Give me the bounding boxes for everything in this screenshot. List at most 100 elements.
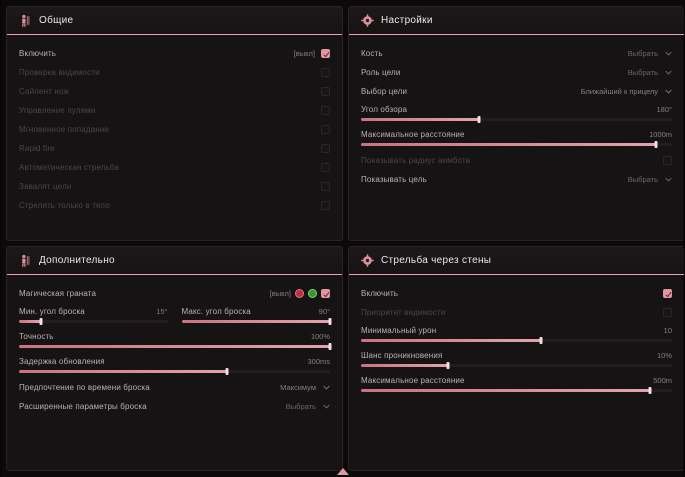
row-label: Минимальный урон — [361, 326, 437, 335]
row-visibility-check[interactable]: Проверка видимости — [19, 63, 330, 82]
select-target-role[interactable]: Выбрать — [628, 68, 672, 77]
select-target-selection[interactable]: Ближайший к прицелу — [581, 87, 672, 96]
row-label: Завалят цели — [19, 182, 72, 191]
row-value: 180° — [656, 105, 672, 114]
status-badge-green[interactable] — [308, 289, 317, 298]
slider-knob[interactable] — [39, 318, 43, 325]
slider-track[interactable] — [19, 343, 332, 350]
status-badge-red[interactable] — [295, 289, 304, 298]
row-auto-shoot[interactable]: Автоматическая стрельба — [19, 158, 330, 177]
slider-knob[interactable] — [539, 337, 543, 344]
panel-settings-title: Настройки — [381, 15, 433, 26]
select-show-target[interactable]: Выбрать — [628, 175, 672, 184]
slider-knob[interactable] — [477, 116, 481, 123]
panel-settings-body: Кость Выбрать Роль цели Выбрать Выбор це… — [349, 35, 684, 240]
panel-settings-header: Настройки — [349, 7, 684, 35]
slider-track[interactable] — [19, 368, 330, 375]
slider-fov[interactable]: Угол обзора 180° — [361, 101, 672, 126]
select-throw-time-preference[interactable]: Максимум — [280, 383, 330, 392]
slider-max-throw-angle[interactable]: Макс. угол броска 90° — [181, 307, 332, 325]
slider-update-delay[interactable]: Задержка обновления 300ms — [19, 353, 330, 378]
slider-wallbang-max-distance[interactable]: Максимальное расстояние 500m — [361, 372, 672, 397]
slider-fill — [19, 345, 330, 348]
row-visibility-priority[interactable]: Приоритет видимости — [361, 303, 672, 322]
slider-track[interactable] — [361, 141, 672, 148]
checkbox-visibility-priority[interactable] — [663, 308, 672, 317]
row-label: Мин. угол броска — [19, 307, 85, 316]
row-advanced-throw-params[interactable]: Расширенные параметры броска Выбрать — [19, 397, 330, 416]
checkbox-instant-hit[interactable] — [321, 125, 330, 134]
panel-advanced-spacer — [19, 416, 330, 462]
row-drop-targets[interactable]: Завалят цели — [19, 177, 330, 196]
checkbox-drop-targets[interactable] — [321, 182, 330, 191]
slider-max-distance[interactable]: Максимальное расстояние 1000m — [361, 126, 672, 151]
row-label: Магическая граната — [19, 289, 97, 298]
slider-knob[interactable] — [648, 387, 652, 394]
chevron-down-icon — [323, 385, 330, 390]
slider-track[interactable] — [361, 337, 672, 344]
panel-general-body: Включить [выкл] Проверка видимости Сайле… — [7, 35, 342, 240]
checkbox-wallbang-enable[interactable] — [663, 289, 672, 298]
row-label: Точность — [19, 332, 54, 341]
row-label: Проверка видимости — [19, 68, 100, 77]
row-target-selection[interactable]: Выбор цели Ближайший к прицелу — [361, 82, 672, 101]
slider-fill — [19, 320, 42, 323]
slider-min-throw-angle[interactable]: Мин. угол броска 15° — [19, 307, 168, 325]
chevron-down-icon — [665, 51, 672, 56]
aimbot-figure-icon — [22, 14, 30, 27]
checkbox-enable[interactable] — [321, 49, 330, 58]
panel-general-spacer — [19, 215, 330, 232]
slider-track[interactable] — [361, 116, 672, 123]
row-label: Показывать радиус аимбота — [361, 156, 471, 165]
slider-track[interactable] — [361, 387, 672, 394]
slider-knob[interactable] — [654, 141, 658, 148]
slider-penetration-chance[interactable]: Шанс проникновения 10% — [361, 347, 672, 372]
row-instant-hit[interactable]: Мгновенное попадание — [19, 120, 330, 139]
checkbox-magic-grenade[interactable] — [321, 289, 330, 298]
slider-track[interactable] — [181, 318, 332, 325]
select-value: Выбрать — [627, 68, 658, 77]
collapse-arrow-icon[interactable] — [336, 468, 349, 475]
slider-track[interactable] — [361, 362, 672, 369]
slider-track[interactable] — [19, 318, 168, 325]
row-bone[interactable]: Кость Выбрать — [361, 44, 672, 63]
slider-knob[interactable] — [328, 343, 332, 350]
row-show-target[interactable]: Показывать цель Выбрать — [361, 170, 672, 189]
row-show-fov-radius[interactable]: Показывать радиус аимбота — [361, 151, 672, 170]
slider-min-damage[interactable]: Минимальный урон 10 — [361, 322, 672, 347]
checkbox-bullet-control[interactable] — [321, 106, 330, 115]
row-target-role[interactable]: Роль цели Выбрать — [361, 63, 672, 82]
checkbox-body-only[interactable] — [321, 201, 330, 210]
row-label: Расширенные параметры броска — [19, 402, 147, 411]
row-label: Сайлент нож — [19, 87, 69, 96]
row-wallbang-enable[interactable]: Включить — [361, 284, 672, 303]
panel-general: Общие Включить [выкл] Проверка видимости… — [6, 6, 343, 241]
row-silent-knife[interactable]: Сайлент нож — [19, 82, 330, 101]
slider-knob[interactable] — [446, 362, 450, 369]
slider-accuracy[interactable]: Точность 100% — [19, 328, 332, 353]
slider-knob[interactable] — [225, 368, 229, 375]
panel-advanced-body: Магическая граната [выкл] Мин. угол брос… — [7, 275, 342, 470]
select-bone[interactable]: Выбрать — [628, 49, 672, 58]
row-throw-time-preference[interactable]: Предпочтение по времени броска Максимум — [19, 378, 330, 397]
row-magic-grenade[interactable]: Магическая граната [выкл] — [19, 284, 330, 303]
row-label: Автоматическая стрельба — [19, 163, 120, 172]
checkbox-auto-shoot[interactable] — [321, 163, 330, 172]
checkbox-show-fov-radius[interactable] — [663, 156, 672, 165]
row-bullet-control[interactable]: Управление пулями — [19, 101, 330, 120]
row-value: 15° — [156, 307, 168, 316]
row-general-enable[interactable]: Включить [выкл] — [19, 44, 330, 63]
slider-fill — [19, 370, 228, 373]
checkbox-silent-knife[interactable] — [321, 87, 330, 96]
checkbox-rapid-fire[interactable] — [321, 144, 330, 153]
checkbox-visibility-check[interactable] — [321, 68, 330, 77]
dual-slider-throw-angle: Мин. угол броска 15° Макс. угол броска 9… — [19, 303, 332, 328]
select-advanced-throw-params[interactable]: Выбрать — [286, 402, 330, 411]
slider-knob[interactable] — [328, 318, 332, 325]
gear-icon — [361, 14, 374, 27]
row-value: 10 — [663, 326, 672, 335]
row-rapid-fire[interactable]: Rapid fire — [19, 139, 330, 158]
row-value: 90° — [318, 307, 330, 316]
row-body-only[interactable]: Стрелять только в тело — [19, 196, 330, 215]
